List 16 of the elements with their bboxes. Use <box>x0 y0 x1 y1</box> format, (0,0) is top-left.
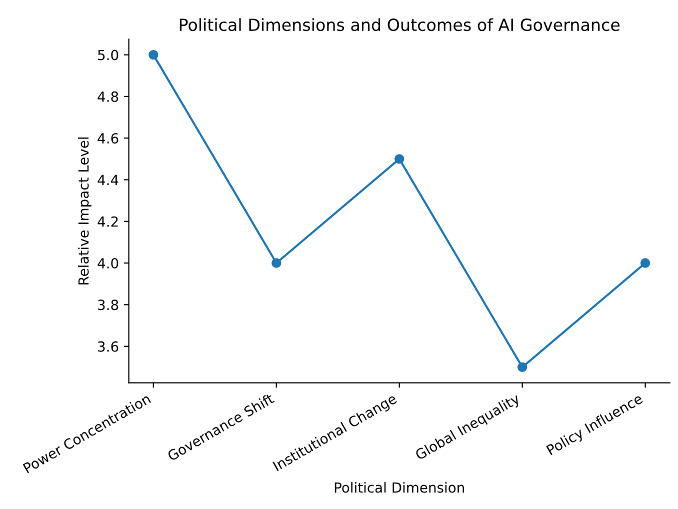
y-tick-label: 4.6 <box>98 133 118 144</box>
point <box>394 154 404 164</box>
y-tick-label: 4.2 <box>98 216 118 227</box>
x-axis-title: Political Dimension <box>334 482 464 493</box>
y-tick-label: 3.8 <box>98 300 118 310</box>
y-tick-label: 4.0 <box>98 258 118 269</box>
point <box>272 258 282 268</box>
y-tick-label: 5.0 <box>98 50 118 60</box>
chart-title: Political Dimensions and Outcomes of AI Governance <box>180 18 620 32</box>
y-tick-label: 4.4 <box>98 174 118 186</box>
point <box>517 362 528 372</box>
point <box>148 50 158 60</box>
point <box>640 258 650 268</box>
y-axis-title: Relative Impact Level <box>78 138 92 284</box>
y-tick-label: 3.6 <box>98 341 118 352</box>
y-tick-label: 4.8 <box>98 91 118 102</box>
